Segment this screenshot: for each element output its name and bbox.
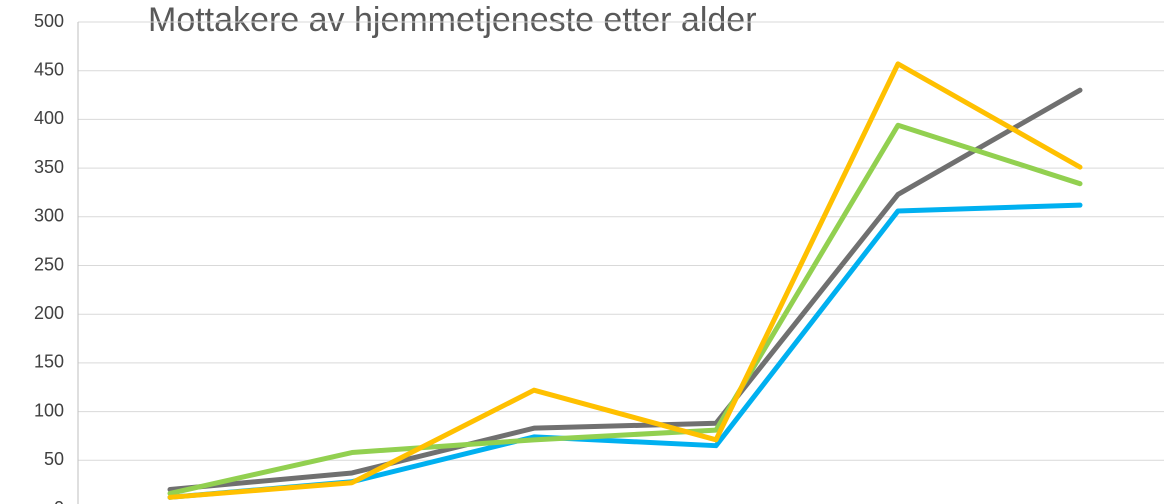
series-line xyxy=(167,61,1083,500)
y-tick-label: 200 xyxy=(34,303,64,323)
y-tick-label: 500 xyxy=(34,11,64,31)
y-tick-label: 250 xyxy=(34,254,64,274)
y-tick-label: 0 xyxy=(54,498,64,504)
y-tick-label: 50 xyxy=(44,449,64,469)
y-tick-label: 400 xyxy=(34,108,64,128)
y-tick-label: 350 xyxy=(34,157,64,177)
series-line xyxy=(167,122,1083,496)
y-tick-label: 100 xyxy=(34,400,64,420)
chart-title: Mottakere av hjemmetjeneste etter alder xyxy=(148,1,757,39)
y-tick-label: 150 xyxy=(34,352,64,372)
series-line xyxy=(167,87,1083,493)
y-tick-label: 450 xyxy=(34,59,64,79)
series-line xyxy=(167,202,1083,500)
y-tick-label: 300 xyxy=(34,206,64,226)
